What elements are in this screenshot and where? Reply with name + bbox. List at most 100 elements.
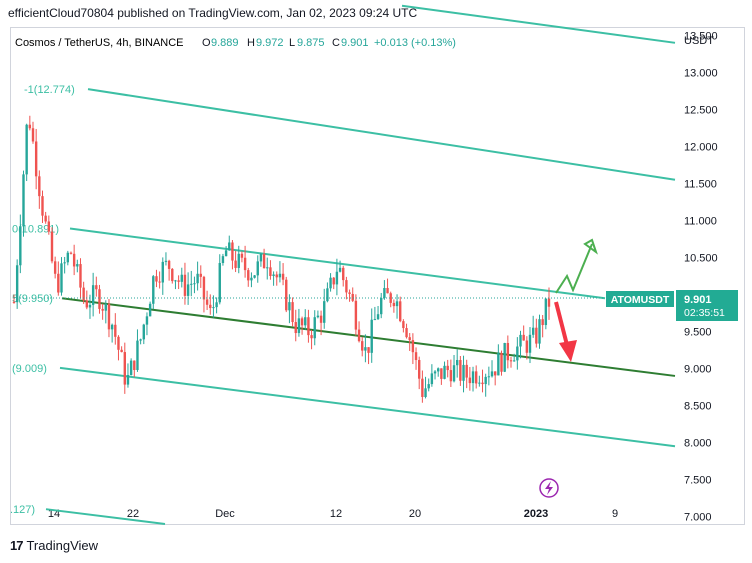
candle-body bbox=[85, 300, 89, 308]
candle-body bbox=[256, 261, 259, 276]
candle-body bbox=[405, 328, 408, 338]
candle-body bbox=[519, 334, 522, 347]
candle-body bbox=[231, 242, 234, 261]
candle bbox=[405, 323, 408, 339]
candle bbox=[275, 271, 278, 286]
candle-body bbox=[335, 271, 339, 285]
candle-body bbox=[465, 364, 468, 378]
candle-body bbox=[455, 360, 459, 366]
candle-body bbox=[506, 343, 510, 361]
candle bbox=[31, 121, 35, 144]
candle bbox=[120, 346, 123, 353]
candle bbox=[443, 361, 446, 380]
candle bbox=[373, 306, 377, 321]
candle bbox=[497, 344, 500, 376]
candle bbox=[266, 257, 269, 280]
candle-body bbox=[186, 284, 190, 296]
candle bbox=[158, 271, 161, 289]
candle bbox=[180, 267, 183, 288]
candle bbox=[395, 294, 399, 319]
candle-body bbox=[471, 371, 475, 384]
candle bbox=[41, 190, 44, 223]
y-tick-label: 11.500 bbox=[684, 178, 717, 190]
candle-body bbox=[275, 274, 278, 278]
candle-body bbox=[459, 360, 462, 381]
candle-body bbox=[541, 319, 544, 326]
candle bbox=[490, 360, 494, 378]
y-tick-label: 9.500 bbox=[684, 327, 712, 339]
candle-body bbox=[161, 261, 164, 283]
candle bbox=[174, 279, 177, 290]
candle bbox=[427, 378, 430, 392]
candle bbox=[516, 337, 519, 370]
candle-body bbox=[427, 384, 430, 389]
candle-body bbox=[262, 253, 266, 269]
candle bbox=[15, 259, 19, 309]
candle bbox=[304, 309, 307, 330]
candle bbox=[424, 376, 427, 399]
candle-body bbox=[399, 301, 402, 322]
candle bbox=[414, 347, 418, 370]
candle-body bbox=[503, 343, 506, 372]
price-tag: ATOMUSDT 9.901 02:35:51 bbox=[606, 290, 738, 321]
y-tick-label: 10.500 bbox=[684, 252, 718, 264]
candle-body bbox=[376, 314, 380, 320]
candle-body bbox=[117, 336, 120, 350]
fib-label: .127) bbox=[10, 504, 35, 516]
candle-body bbox=[28, 124, 32, 129]
candle bbox=[455, 349, 459, 378]
candle-body bbox=[221, 256, 225, 264]
candle bbox=[288, 294, 291, 324]
candle bbox=[110, 323, 114, 343]
candle bbox=[465, 359, 468, 389]
candle bbox=[85, 290, 89, 310]
candle-body bbox=[547, 298, 551, 307]
lightning-icon[interactable] bbox=[539, 478, 559, 498]
legend-symbol: Cosmos / TetherUS, 4h, BINANCE bbox=[15, 37, 184, 49]
candle-body bbox=[304, 317, 307, 326]
candle bbox=[47, 215, 51, 235]
candle bbox=[528, 327, 532, 364]
candle-body bbox=[133, 360, 136, 370]
candle-countdown: 02:35:51 bbox=[684, 307, 725, 319]
candle-body bbox=[123, 352, 126, 385]
candle-body bbox=[307, 317, 310, 336]
candle bbox=[478, 375, 481, 387]
candle-body bbox=[110, 324, 114, 330]
candle bbox=[462, 355, 465, 393]
annotations bbox=[554, 238, 598, 362]
y-tick-label: 13.000 bbox=[684, 67, 718, 79]
y-axis-unit: USDT bbox=[684, 35, 714, 47]
candle-body bbox=[142, 324, 145, 340]
candle bbox=[446, 359, 449, 378]
candle-body bbox=[266, 267, 269, 269]
candle bbox=[199, 265, 202, 288]
candle bbox=[326, 282, 329, 303]
candle bbox=[202, 275, 206, 313]
candle-body bbox=[497, 353, 500, 376]
candle-body bbox=[69, 252, 73, 254]
candle bbox=[297, 308, 301, 337]
candle bbox=[228, 235, 231, 251]
candle-body bbox=[345, 280, 348, 293]
candle-body bbox=[332, 277, 335, 285]
candle bbox=[243, 245, 247, 278]
candle-body bbox=[500, 353, 503, 372]
candle-body bbox=[53, 261, 57, 274]
candle bbox=[519, 330, 522, 359]
candle-body bbox=[95, 285, 98, 290]
legend-close: 9.901 bbox=[341, 37, 369, 49]
candle-body bbox=[531, 327, 535, 335]
candle-body bbox=[285, 279, 288, 311]
candle-body bbox=[468, 377, 472, 384]
candle bbox=[383, 280, 386, 300]
candle bbox=[205, 290, 209, 310]
candle bbox=[22, 170, 25, 237]
fib-label: -1(12.774) bbox=[24, 84, 75, 96]
candle-body bbox=[177, 280, 180, 282]
fib-channel: -1(12.774)0(10.891)5(9.950)(9.009).127) bbox=[10, 4, 676, 525]
candle bbox=[402, 319, 405, 333]
fib-line-median bbox=[61, 297, 676, 377]
x-tick-label: Dec bbox=[215, 508, 235, 520]
